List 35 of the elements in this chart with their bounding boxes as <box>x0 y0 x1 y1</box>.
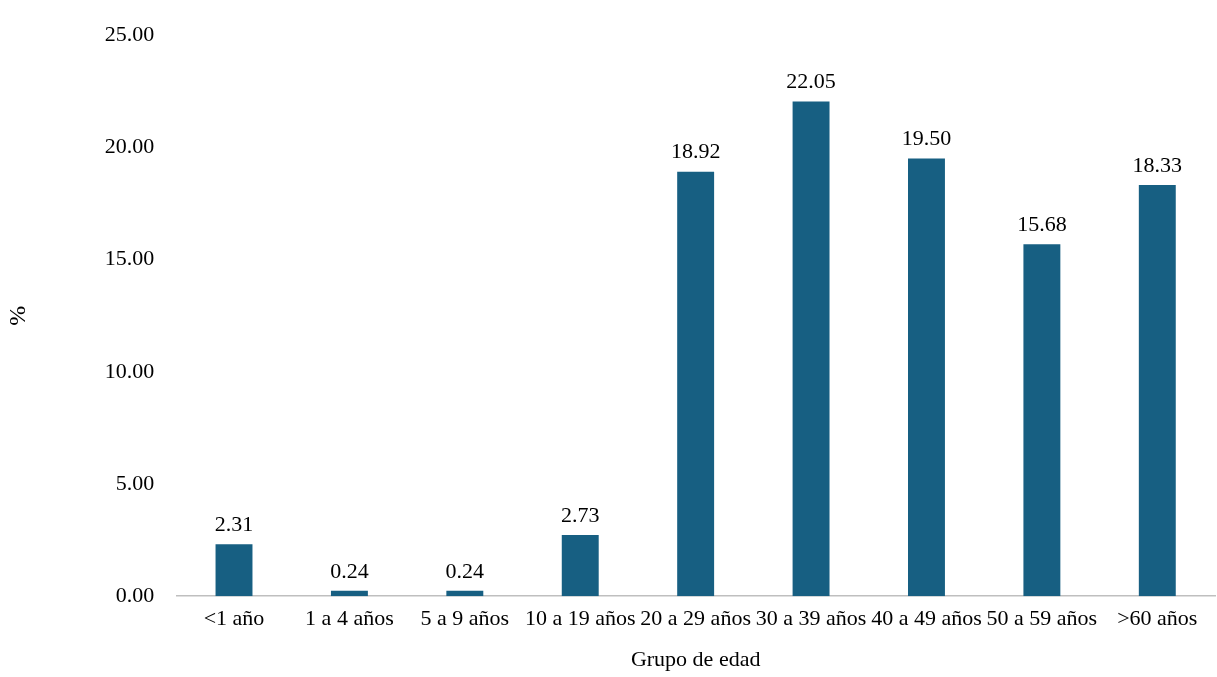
x-tick-label: 20 a 29 años <box>640 605 751 631</box>
data-label: 19.50 <box>901 125 952 151</box>
bar <box>792 101 830 597</box>
bar <box>561 534 599 597</box>
data-label: 2.31 <box>214 511 254 537</box>
data-label: 2.73 <box>560 501 600 527</box>
x-tick-label: 10 a 19 años <box>524 605 636 631</box>
x-tick-label: 50 a 59 años <box>986 605 1098 631</box>
x-tick-label: >60 años <box>1117 605 1198 631</box>
data-label: 0.24 <box>445 557 485 583</box>
bar <box>908 158 945 597</box>
x-tick-label: 5 a 9 años <box>420 605 510 631</box>
y-tick-label: 20.00 <box>104 133 155 159</box>
x-axis-title: Grupo de edad <box>630 645 761 671</box>
y-tick-label: 5.00 <box>115 469 155 495</box>
x-tick-label: 1 a 4 años <box>305 605 394 631</box>
data-label: 0.24 <box>330 557 369 583</box>
y-tick-label: 25.00 <box>104 20 155 46</box>
bar <box>446 590 484 597</box>
bar <box>677 171 715 597</box>
data-label: 15.68 <box>1017 211 1067 237</box>
data-label: 22.05 <box>786 68 836 94</box>
x-tick-label: 30 a 39 años <box>755 605 867 631</box>
x-tick-label: <1 año <box>203 605 265 631</box>
bar <box>330 590 368 597</box>
data-label: 18.92 <box>670 138 721 164</box>
bar <box>215 544 253 597</box>
bar <box>1138 184 1176 597</box>
y-axis-title: % <box>3 305 30 326</box>
data-label: 18.33 <box>1132 151 1183 177</box>
y-tick-label: 10.00 <box>104 357 155 383</box>
y-tick-label: 15.00 <box>104 245 155 271</box>
bar <box>1023 244 1061 597</box>
y-tick-label: 0.00 <box>115 581 155 607</box>
x-tick-label: 40 a 49 años <box>871 605 982 631</box>
